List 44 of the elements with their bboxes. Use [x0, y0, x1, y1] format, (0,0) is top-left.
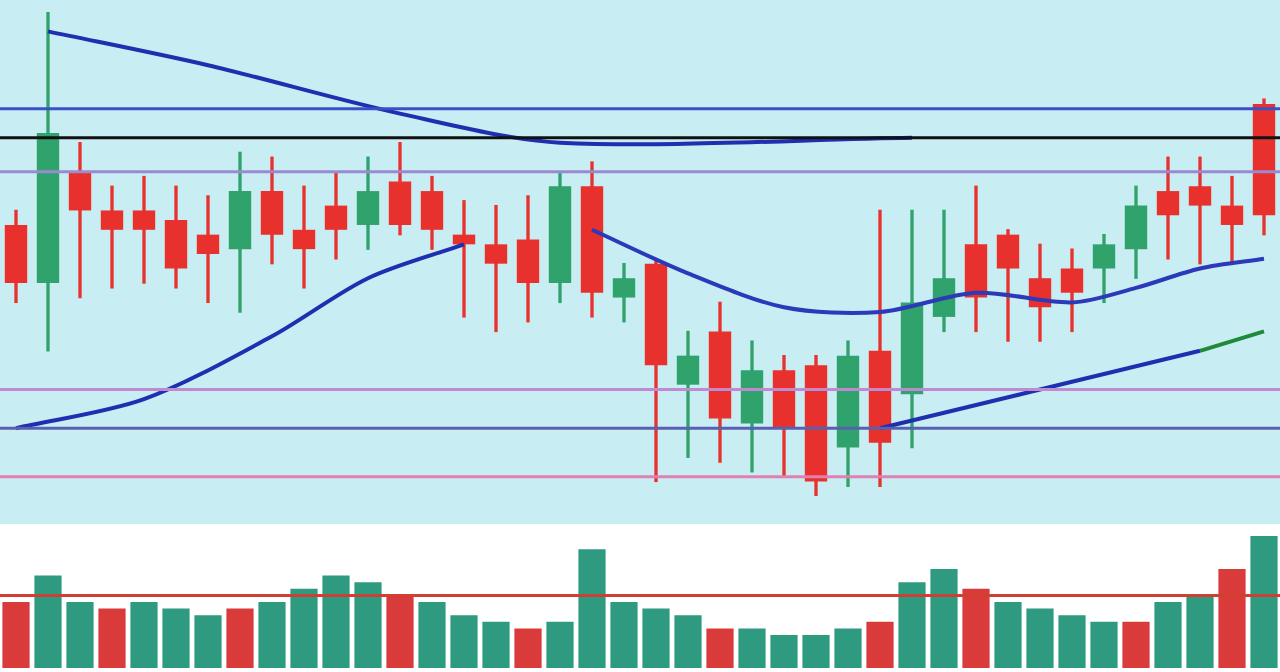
bar [514, 628, 542, 668]
bar [802, 635, 830, 668]
bar [258, 602, 286, 668]
bar [1154, 602, 1182, 668]
bar [34, 575, 62, 668]
bar [66, 602, 94, 668]
bar [1122, 621, 1150, 668]
bar [482, 621, 510, 668]
bar [546, 621, 574, 668]
bar [866, 621, 894, 668]
bar [354, 582, 382, 668]
bar [578, 549, 606, 668]
candlestick [132, 175, 156, 284]
bar [642, 608, 670, 668]
bar [290, 588, 318, 668]
candlestick [100, 185, 124, 289]
bar [1026, 608, 1054, 668]
bar [1058, 615, 1086, 668]
bar [162, 608, 190, 668]
bar [674, 615, 702, 668]
bar [898, 582, 926, 668]
bar [322, 575, 350, 668]
candlestick [1188, 156, 1212, 265]
bar [98, 608, 126, 668]
candlestick [484, 204, 508, 333]
candlestick [196, 195, 220, 304]
bar [450, 615, 478, 668]
bar [1250, 536, 1278, 668]
bar [130, 602, 158, 668]
bar [194, 615, 222, 668]
bar [1090, 621, 1118, 668]
bar [834, 628, 862, 668]
bar [738, 628, 766, 668]
bar [994, 602, 1022, 668]
bar [418, 602, 446, 668]
bar [610, 602, 638, 668]
bar [706, 628, 734, 668]
bar [1186, 595, 1214, 668]
candlestick [292, 185, 316, 289]
bar [226, 608, 254, 668]
bar [770, 635, 798, 668]
bar [2, 602, 30, 668]
candlestick [1220, 175, 1244, 265]
bar [930, 569, 958, 668]
